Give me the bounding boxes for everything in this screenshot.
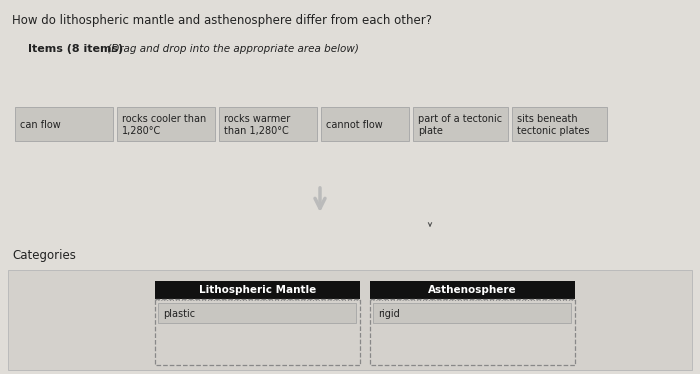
Text: rocks warmer
than 1,280°C: rocks warmer than 1,280°C (224, 114, 290, 136)
FancyBboxPatch shape (373, 303, 571, 323)
FancyBboxPatch shape (512, 107, 607, 141)
Text: Asthenosphere: Asthenosphere (428, 285, 517, 295)
FancyBboxPatch shape (15, 107, 113, 141)
Text: part of a tectonic
plate: part of a tectonic plate (418, 114, 502, 136)
FancyBboxPatch shape (8, 270, 692, 370)
Text: Categories: Categories (12, 249, 76, 262)
Text: can flow: can flow (20, 120, 61, 130)
Text: plastic: plastic (163, 309, 195, 319)
Text: Lithospheric Mantle: Lithospheric Mantle (199, 285, 316, 295)
Text: cannot flow: cannot flow (326, 120, 383, 130)
FancyBboxPatch shape (117, 107, 215, 141)
Text: rocks cooler than
1,280°C: rocks cooler than 1,280°C (122, 114, 206, 136)
Text: How do lithospheric mantle and asthenosphere differ from each other?: How do lithospheric mantle and asthenosp… (12, 14, 432, 27)
FancyBboxPatch shape (155, 281, 360, 299)
FancyBboxPatch shape (370, 281, 575, 299)
FancyBboxPatch shape (158, 303, 356, 323)
FancyBboxPatch shape (413, 107, 508, 141)
FancyBboxPatch shape (321, 107, 409, 141)
Text: (Drag and drop into the appropriate area below): (Drag and drop into the appropriate area… (104, 44, 359, 54)
Text: Items (8 items): Items (8 items) (28, 44, 123, 54)
FancyBboxPatch shape (219, 107, 317, 141)
Text: rigid: rigid (378, 309, 400, 319)
Text: sits beneath
tectonic plates: sits beneath tectonic plates (517, 114, 589, 136)
